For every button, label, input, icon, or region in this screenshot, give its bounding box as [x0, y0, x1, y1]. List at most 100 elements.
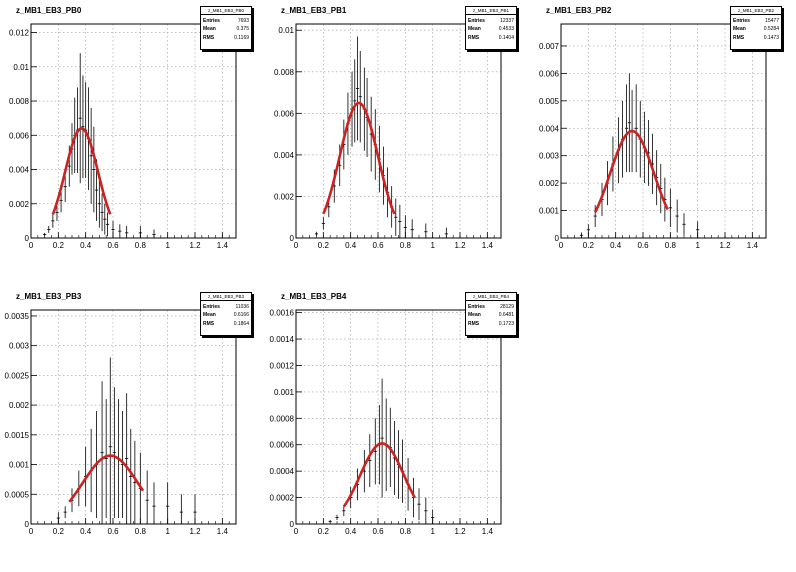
y-tick-label: 0.001	[539, 207, 560, 216]
x-tick-label: 1.4	[217, 241, 229, 250]
stats-box-title: z_MB1_EB3_PB1	[466, 7, 516, 15]
stats-row-mean: Mean 0.5284	[731, 24, 781, 32]
y-tick-label: 0.005	[539, 97, 560, 106]
y-tick-label: 0.0012	[270, 361, 295, 370]
stats-row-rms: RMS 0.1404	[466, 32, 516, 41]
stats-label: RMS	[203, 320, 215, 327]
x-tick-label: 0.4	[80, 241, 92, 250]
stats-row-entries: Entries 7693	[201, 15, 251, 24]
x-tick-label: 1	[695, 241, 700, 250]
stats-row-entries: Entries 15477	[731, 15, 781, 24]
x-tick-label: 0	[294, 527, 299, 536]
stats-box: z_MB1_EB3_PB3 Entries 11036 Mean 0.6166 RMS 0.…	[200, 292, 252, 336]
x-tick-label: 1.4	[217, 527, 229, 536]
stats-label: RMS	[468, 320, 480, 327]
stats-label: Mean	[203, 26, 216, 32]
stats-value: 15477	[765, 17, 779, 24]
stats-value: 0.4533	[498, 26, 514, 32]
y-tick-label: 0.001	[9, 461, 30, 470]
stats-value: 0.1169	[234, 34, 249, 41]
x-tick-label: 0	[29, 527, 34, 536]
chart-svg: 0 0.2 0.4 0.6 0.8 1 1.2 1.4 0 0.002 0.004 0.006 0.00…	[9, 23, 237, 250]
stats-row-mean: Mean 0.375	[201, 24, 251, 32]
y-tick-label: 0.001	[274, 388, 295, 397]
y-tick-label: 0	[290, 234, 295, 243]
x-tick-label: 1.4	[747, 241, 759, 250]
fit-curve	[342, 442, 417, 508]
chart-svg: 0 0.2 0.4 0.6 0.8 1 1.2 1.4 0 0.0002 0.0004 0.0006 0…	[270, 309, 502, 536]
stats-row-rms: RMS 0.1169	[201, 32, 251, 41]
y-tick-label: 0.006	[539, 69, 560, 78]
y-tick-label: 0.0008	[270, 414, 295, 423]
plot-title: z_MB1_EB3_PB1	[281, 6, 347, 15]
x-tick-label: 0.8	[665, 241, 677, 250]
y-tick-label: 0.0035	[5, 312, 30, 321]
stats-value: 0.1723	[498, 320, 514, 327]
stats-row-mean: Mean 0.4533	[466, 24, 516, 32]
x-tick-label: 0	[559, 241, 564, 250]
y-tick-label: 0.0006	[270, 441, 295, 450]
x-tick-label: 1	[165, 241, 170, 250]
x-tick-label: 0	[29, 241, 34, 250]
stats-box-title: z_MB1_EB3_PB3	[201, 293, 251, 301]
stats-label: Mean	[733, 26, 746, 32]
y-tick-label: 0.0025	[5, 371, 30, 380]
y-tick-label: 0.0015	[5, 431, 30, 440]
x-tick-label: 0.2	[583, 241, 595, 250]
plot-panel: z_MB1_EB3_PB0 0 0.2 0.4 0.6 0.8 1 1.2 1.4 0 0.002 0…	[0, 0, 265, 286]
plot-panel: z_MB1_EB3_PB4 0 0.2 0.4 0.6 0.8 1 1.2 1.4 0 0.0002…	[265, 286, 530, 572]
x-tick-label: 0.4	[610, 241, 622, 250]
plot-panel: z_MB1_EB3_PB2 0 0.2 0.4 0.6 0.8 1 1.2 1.4 0 0.001 0…	[530, 0, 795, 286]
y-tick-label: 0.006	[9, 131, 30, 140]
x-tick-label: 1	[430, 527, 435, 536]
stats-row-entries: Entries 11036	[201, 301, 251, 310]
chart-svg: 0 0.2 0.4 0.6 0.8 1 1.2 1.4 0 0.0005 0.001 0.0015 0.…	[5, 309, 237, 536]
y-tick-label: 0.002	[9, 200, 30, 209]
y-tick-label: 0.012	[9, 29, 30, 38]
y-tick-label: 0.008	[9, 97, 30, 106]
stats-value: 0.6481	[498, 312, 514, 318]
x-tick-label: 0.4	[345, 241, 357, 250]
stats-row-rms: RMS 0.1723	[466, 318, 516, 327]
stats-value: 0.6166	[233, 312, 249, 318]
x-tick-label: 0	[294, 241, 299, 250]
y-tick-label: 0.0004	[270, 467, 295, 476]
stats-box: z_MB1_EB3_PB0 Entries 7693 Mean 0.375 RMS 0.11…	[200, 6, 252, 50]
stats-label: Entries	[733, 17, 750, 24]
x-tick-label: 1.2	[719, 241, 731, 250]
stats-box-title: z_MB1_EB3_PB4	[466, 293, 516, 301]
y-tick-label: 0.002	[274, 192, 295, 201]
x-tick-label: 0.6	[107, 241, 119, 250]
y-tick-label: 0	[25, 234, 30, 243]
plot-title: z_MB1_EB3_PB0	[16, 6, 82, 15]
fit-curve	[593, 129, 669, 213]
stats-label: Mean	[468, 312, 481, 318]
stats-label: RMS	[468, 34, 480, 41]
y-tick-label: 0.01	[13, 63, 29, 72]
y-tick-label: 0.002	[9, 401, 30, 410]
x-tick-label: 1	[165, 527, 170, 536]
stats-row-rms: RMS 0.1864	[201, 318, 251, 327]
stats-value: 0.1473	[763, 34, 779, 41]
fit-curve	[51, 127, 112, 215]
stats-label: Mean	[468, 26, 481, 32]
chart-svg: 0 0.2 0.4 0.6 0.8 1 1.2 1.4 0 0.001 0.002 0.003 0.00…	[539, 23, 767, 250]
y-tick-label: 0	[555, 234, 560, 243]
x-tick-label: 0.2	[53, 241, 65, 250]
x-tick-label: 0.4	[80, 527, 92, 536]
stats-value: 11036	[235, 303, 249, 310]
fit-curve	[322, 101, 396, 215]
stats-value: 12337	[500, 17, 514, 24]
x-tick-label: 0.2	[318, 241, 330, 250]
stats-row-rms: RMS 0.1473	[731, 32, 781, 41]
stats-row-entries: Entries 28129	[466, 301, 516, 310]
x-tick-label: 0.8	[400, 527, 412, 536]
y-tick-label: 0.0016	[270, 309, 295, 318]
stats-box-title: z_MB1_EB3_PB2	[731, 7, 781, 15]
x-tick-label: 0.6	[372, 241, 384, 250]
plot-panel: z_MB1_EB3_PB3 0 0.2 0.4 0.6 0.8 1 1.2 1.4 0 0.0005…	[0, 286, 265, 572]
stats-row-entries: Entries 12337	[466, 15, 516, 24]
x-tick-label: 0.2	[318, 527, 330, 536]
x-tick-label: 1.4	[482, 241, 494, 250]
x-tick-label: 1.4	[482, 527, 494, 536]
